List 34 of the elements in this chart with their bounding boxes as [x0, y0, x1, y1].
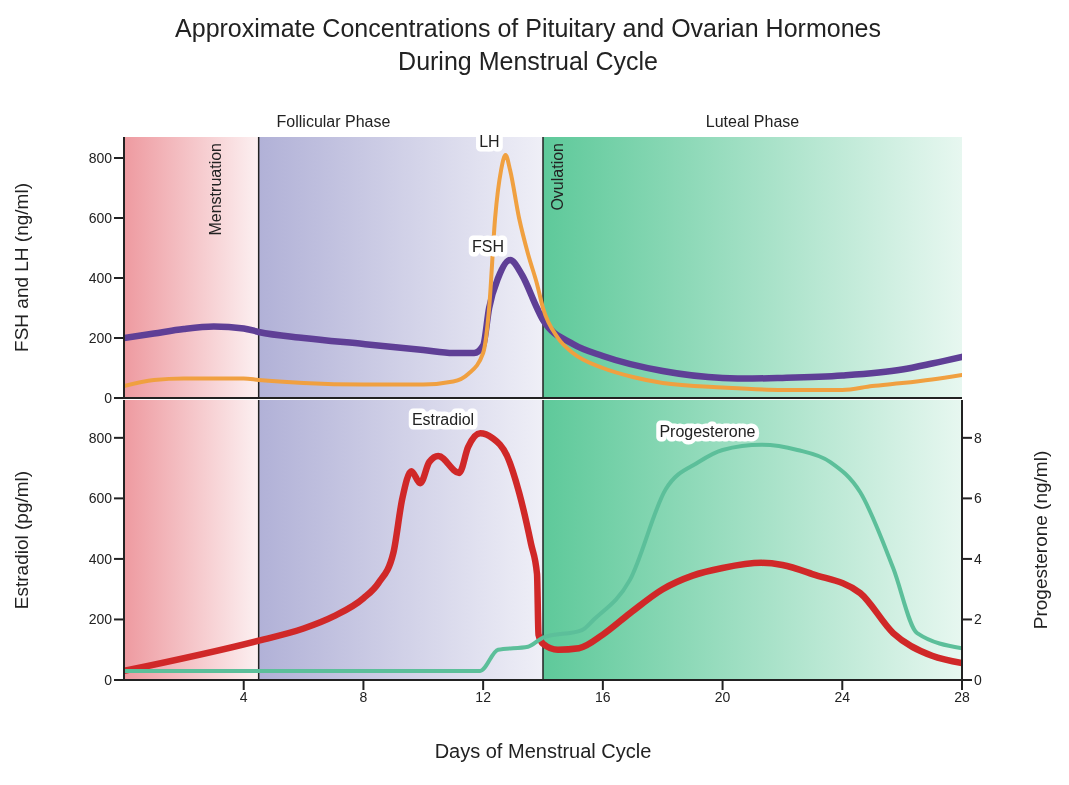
y-tick-label: 600 [88, 209, 113, 226]
band-label: Follicular Phase [276, 113, 391, 130]
y2-tick-label: 2 [974, 611, 982, 628]
band-label: Menstruation [206, 143, 224, 236]
y2-tick-label: 0 [974, 671, 982, 688]
x-tick-label: 8 [359, 688, 368, 705]
x-tick-label: 28 [954, 688, 970, 705]
series-label: LH [479, 133, 500, 150]
ref-line-label: Ovulation [549, 143, 566, 211]
y-tick-label: 600 [88, 490, 113, 507]
x-tick-label: 24 [834, 688, 851, 705]
y-tick-label: 0 [104, 389, 113, 406]
y2-tick-label: 6 [974, 490, 982, 507]
y2-tick-label: 4 [974, 550, 982, 567]
y-tick-label: 400 [88, 550, 113, 567]
y-axis-title: FSH and LH (ng/ml) [11, 183, 32, 352]
y-tick-label: 200 [88, 329, 113, 346]
x-tick-label: 16 [595, 688, 611, 705]
x-tick-label: 20 [714, 688, 731, 705]
x-axis-title: Days of Menstrual Cycle [434, 740, 652, 762]
y-axis-title: Estradiol (pg/ml) [11, 470, 32, 610]
x-tick-label: 4 [239, 688, 248, 705]
x-tick-label: 12 [475, 688, 492, 705]
y-tick-label: 800 [88, 429, 113, 446]
y-tick-label: 200 [88, 611, 113, 628]
y-tick-label: 400 [88, 269, 113, 286]
series-label: Progesterone [659, 422, 756, 440]
y-tick-label: 800 [88, 149, 113, 166]
series-label: Estradiol [411, 411, 475, 429]
y2-axis-title: Progesterone (ng/ml) [1030, 450, 1051, 630]
band-label: Luteal Phase [705, 113, 800, 130]
chart-title: Approximate Concentrations of Pituitary and Ovarian Hormones During Menstrual Cycle [174, 13, 882, 77]
y2-tick-label: 8 [974, 429, 982, 446]
y-tick-label: 0 [104, 671, 113, 688]
